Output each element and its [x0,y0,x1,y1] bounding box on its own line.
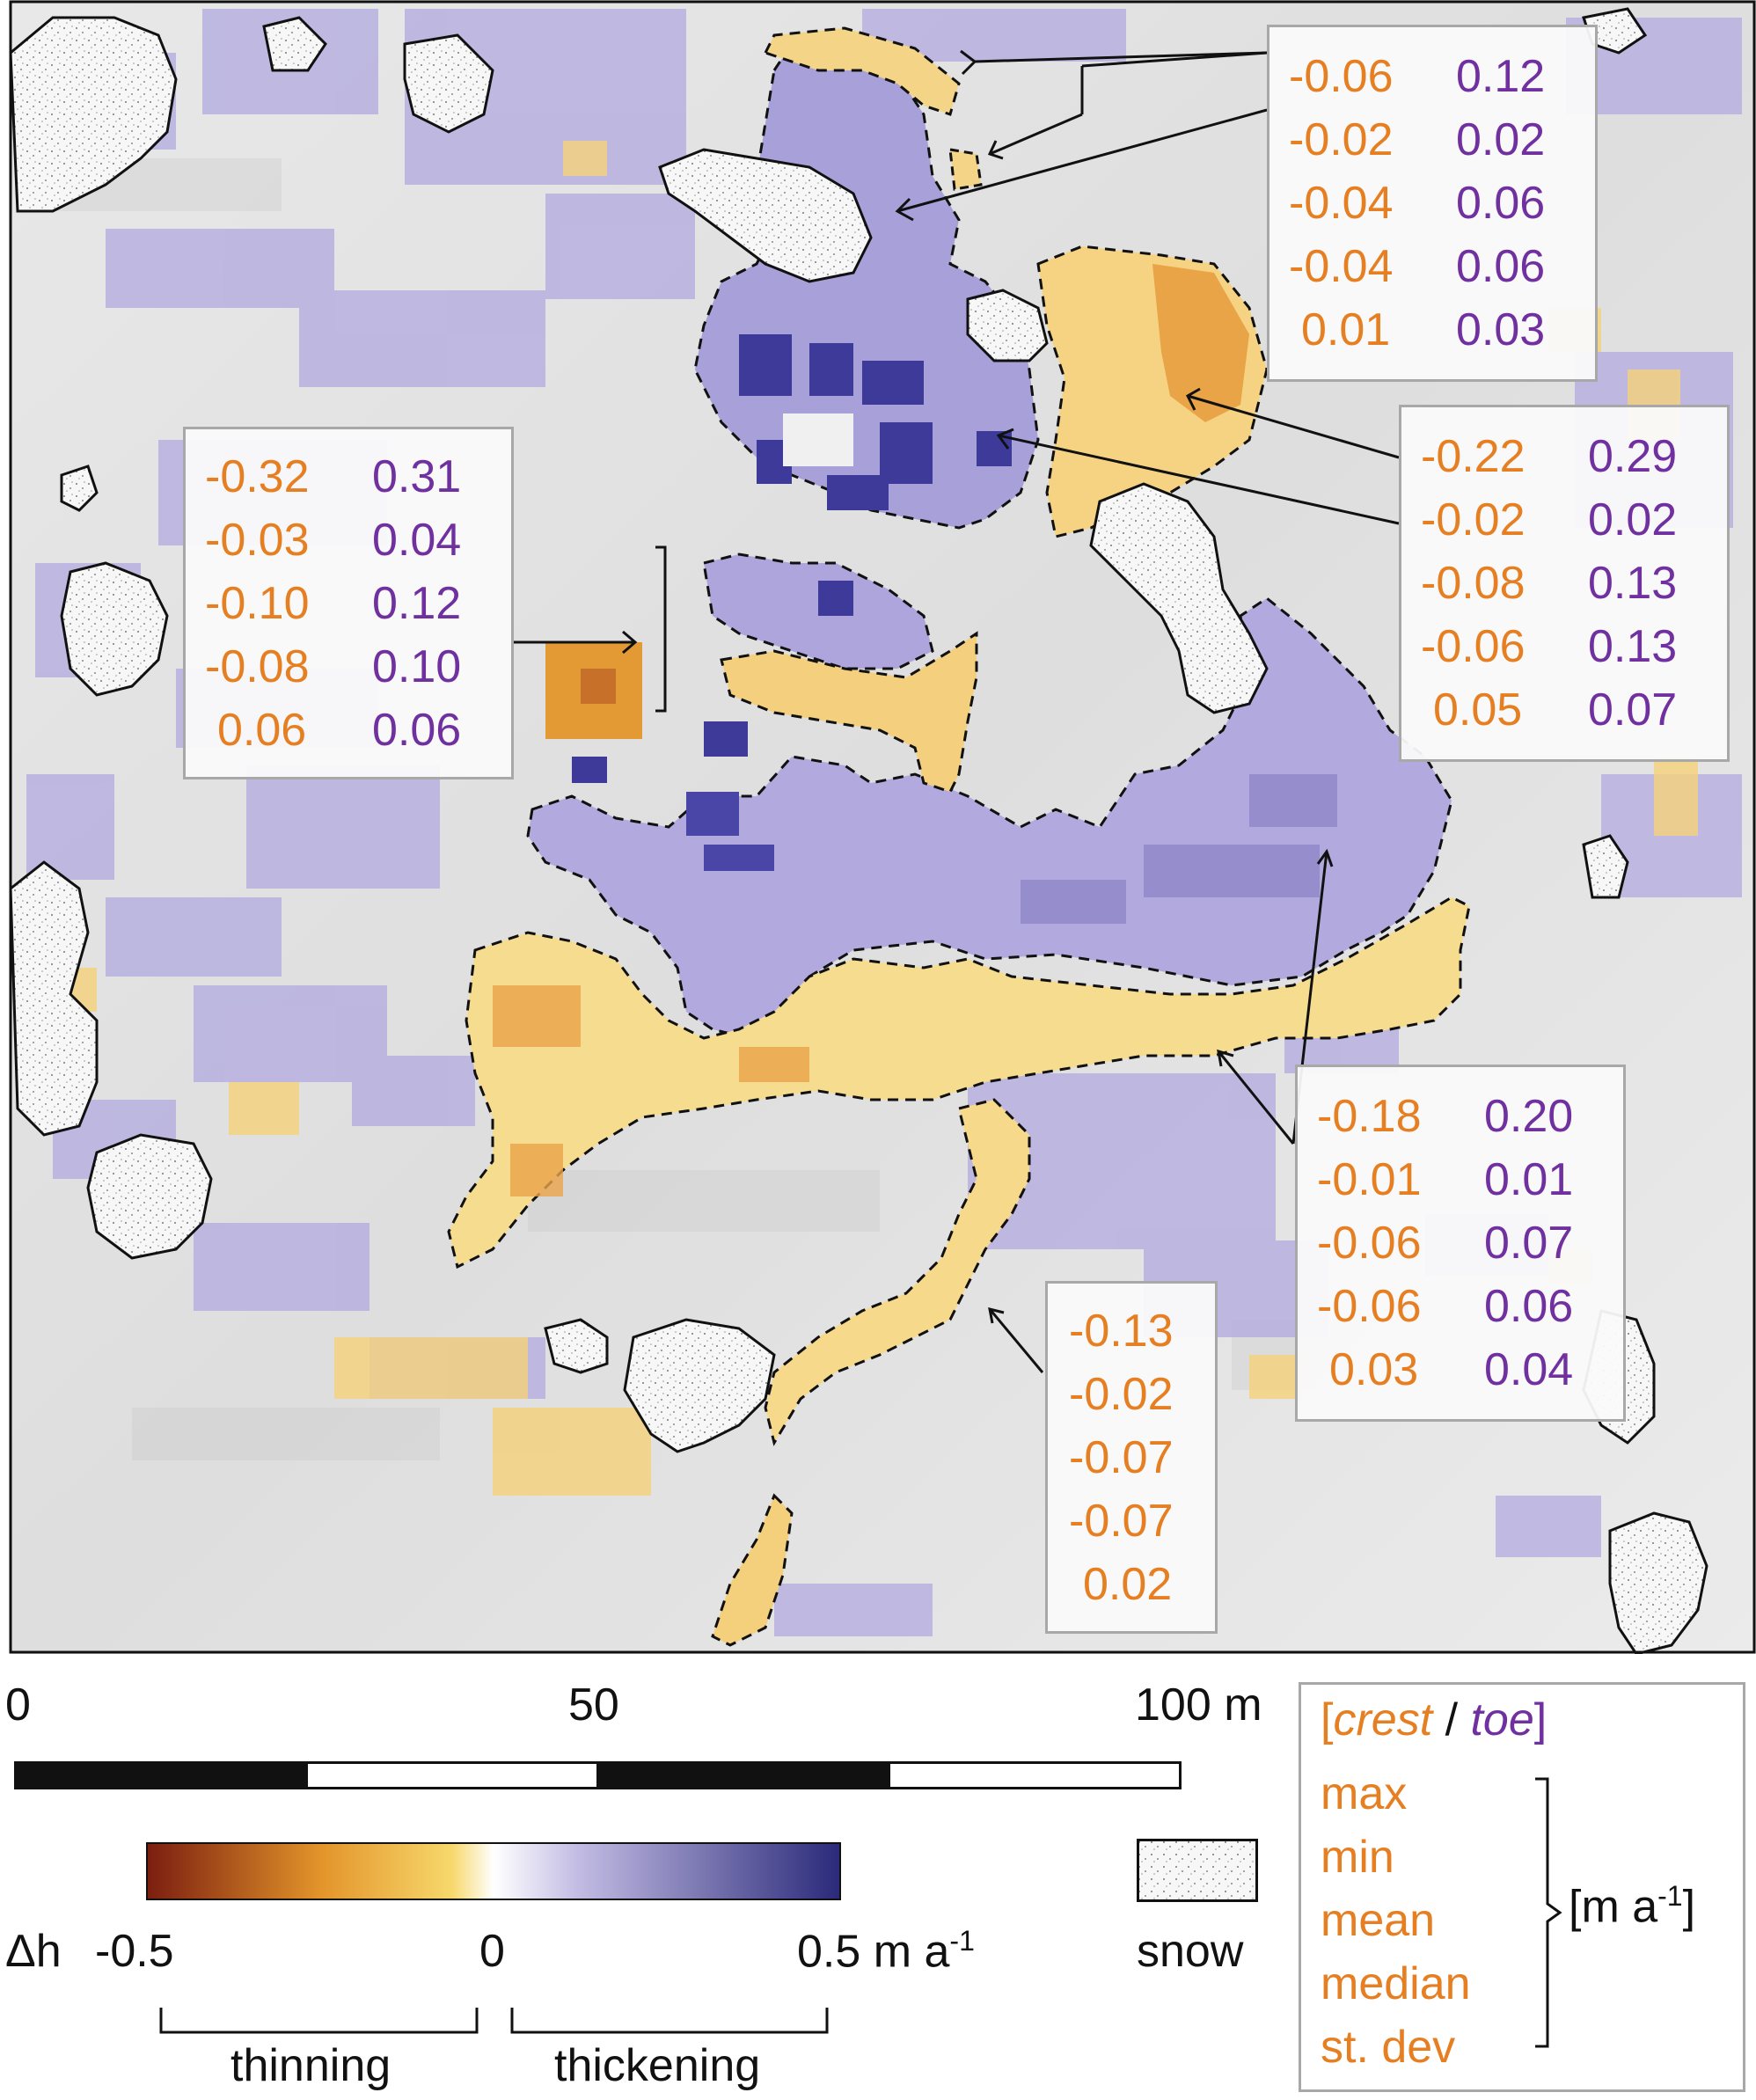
crest-median: -0.06 [1421,621,1526,672]
colorbar-gradient [146,1842,841,1900]
snow-swatch [1137,1839,1258,1902]
thinning-zone-middle [720,631,978,794]
crest-min: -0.02 [1421,494,1526,545]
legend-stat-max: max [1321,1768,1408,1819]
thinning-zone-lower-band [447,896,1471,1270]
callout-left: -0.32 0.31 -0.03 0.04 -0.10 0.12 -0.08 0.10 … [183,427,514,779]
toe-max: 0.29 [1588,431,1678,482]
toe-min: 0.02 [1456,114,1546,165]
legend-toe: toe [1470,1694,1534,1745]
scale-tick-50: 50 [568,1679,619,1730]
crest-max: -0.32 [205,451,310,502]
crest-median: -0.04 [1289,241,1394,292]
toe-mean: 0.12 [372,578,462,629]
legend-stat-median: median [1321,1958,1471,2009]
crest-stdev: 0.03 [1329,1344,1419,1395]
callout-bottom-right: -0.18 0.20 -0.01 0.01 -0.06 0.07 -0.06 0.06 … [1295,1065,1626,1422]
toe-max: 0.31 [372,451,462,502]
legend-header: [crest / toe] [1321,1694,1547,1745]
toe-stdev: 0.03 [1456,304,1546,355]
snow-label: snow [1137,1926,1244,1977]
crest-median: -0.07 [1069,1496,1174,1547]
snow-patches [9,7,1708,1654]
thinning-zone-bottom-channel [764,1098,1031,1446]
toe-stdev: 0.07 [1588,684,1678,735]
callout-right-middle: -0.22 0.29 -0.02 0.02 -0.08 0.13 -0.06 0.13 … [1399,405,1730,762]
crest-max: -0.18 [1317,1091,1422,1142]
crest-mean: -0.07 [1069,1432,1174,1483]
crest-min: -0.03 [205,515,310,566]
toe-min: 0.01 [1484,1154,1574,1205]
toe-mean: 0.13 [1588,558,1678,609]
crest-min: -0.02 [1069,1369,1174,1420]
strong-thickening [686,792,774,871]
thinning-zone-bottom-small [711,1493,794,1647]
colorbar-brackets [159,2008,829,2034]
toe-stdev: 0.04 [1484,1344,1574,1395]
thinning-zone-left [545,642,642,739]
callout-bottom-middle: -0.13 -0.02 -0.07 -0.07 0.02 [1045,1281,1218,1634]
toe-min: 0.04 [372,515,462,566]
toe-mean: 0.07 [1484,1218,1574,1269]
crest-mean: -0.08 [1421,558,1526,609]
stats-legend: [crest / toe] max min mean median st. de… [1299,1682,1745,2092]
crest-stdev: 0.05 [1433,684,1523,735]
toe-max: 0.20 [1484,1091,1574,1142]
colorbar-min-label: -0.5 [95,1926,174,1977]
toe-median: 0.10 [372,641,462,692]
callout-top-right: -0.06 0.12 -0.02 0.02 -0.04 0.06 -0.04 0.06 … [1267,25,1598,382]
toe-median: 0.06 [1456,241,1546,292]
legend-stat-stdev: st. dev [1321,2022,1456,2073]
crest-stdev: 0.01 [1301,304,1391,355]
crest-max: -0.13 [1069,1306,1174,1357]
crest-stdev: 0.02 [1083,1559,1173,1610]
scale-tick-0: 0 [5,1679,31,1730]
legend-crest: crest [1333,1694,1433,1745]
crest-mean: -0.06 [1317,1218,1422,1269]
crest-median: -0.08 [205,641,310,692]
colorbar-mid-label: 0 [479,1926,505,1977]
scale-bar-segments [14,1761,1182,1789]
callout-arrows [514,49,1400,1373]
crest-max: -0.06 [1289,51,1394,102]
colorbar-symbol: Δh [5,1926,62,1977]
thinning-label: thinning [230,2040,391,2091]
legend-stat-min: min [1321,1832,1394,1883]
scale-tick-100: 100 m [1135,1679,1262,1730]
crest-median: -0.06 [1317,1281,1422,1332]
crest-mean: -0.04 [1289,178,1394,229]
crest-mean: -0.10 [205,578,310,629]
thinning-zone-crest-top [763,26,961,116]
crest-min: -0.01 [1317,1154,1422,1205]
strong-thickening-upper [739,334,1012,510]
legend-stat-mean: mean [1321,1895,1436,1946]
toe-median: 0.13 [1588,621,1678,672]
toe-max: 0.12 [1456,51,1546,102]
legend-unit: [m a-1] [1569,1880,1696,1933]
toe-median: 0.06 [1484,1281,1574,1332]
crest-min: -0.02 [1289,114,1394,165]
thickening-zone-main [526,596,1453,1040]
legend-brace [1535,1777,1562,2048]
thickening-label: thickening [554,2040,761,2091]
crest-stdev: 0.06 [217,705,307,756]
toe-stdev: 0.06 [372,705,462,756]
toe-min: 0.02 [1588,494,1678,545]
toe-mean: 0.06 [1456,178,1546,229]
left-callout-bracket [655,545,667,713]
crest-max: -0.22 [1421,431,1526,482]
colorbar-max-label: 0.5 m a-1 [797,1925,975,1978]
